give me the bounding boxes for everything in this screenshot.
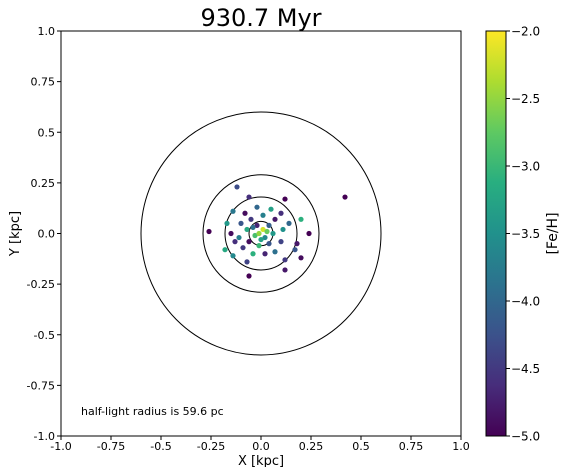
x-axis: -1.0 -0.75 -0.5 -0.25 0.0 0.25 0.5 0.75 1.0 bbox=[50, 436, 470, 453]
colorbar-tick-label: −3.5 bbox=[511, 227, 540, 241]
half-light-radius-annotation: half-light radius is 59.6 pc bbox=[81, 405, 224, 418]
radius-circle-2 bbox=[202, 174, 320, 293]
data-point bbox=[260, 212, 266, 218]
data-point bbox=[278, 239, 284, 245]
data-point bbox=[206, 228, 212, 235]
data-point bbox=[294, 241, 300, 247]
y-tick-label: -0.75 bbox=[27, 379, 55, 392]
colorbar-tick-label: −2.5 bbox=[511, 92, 540, 106]
data-point bbox=[256, 243, 262, 249]
colorbar-tick-label: −3.0 bbox=[511, 160, 540, 174]
data-point bbox=[298, 255, 304, 261]
data-point bbox=[250, 251, 256, 257]
y-axis: 1.0 0.75 0.5 0.25 0.0 -0.25 -0.5 -0.75 -1.0 bbox=[27, 25, 61, 443]
data-point bbox=[262, 251, 268, 257]
x-tick-label: 1.0 bbox=[452, 440, 470, 453]
x-tick-label: 0.0 bbox=[252, 440, 270, 453]
data-point bbox=[286, 220, 292, 226]
data-point bbox=[238, 220, 244, 226]
y-tick-label: -0.5 bbox=[34, 329, 55, 342]
data-point bbox=[258, 236, 264, 243]
y-tick-label: -0.25 bbox=[27, 278, 55, 291]
x-tick-label: 0.25 bbox=[299, 440, 324, 453]
data-point bbox=[252, 232, 258, 239]
data-point bbox=[250, 224, 256, 231]
data-points bbox=[206, 184, 348, 279]
data-point bbox=[254, 204, 260, 210]
colorbar-ticks: −2.0 −2.5 −3.0 −3.5 −4.0 −4.5 −5.0 bbox=[506, 25, 540, 444]
data-point bbox=[230, 253, 236, 259]
y-axis-label: Y [kpc] bbox=[8, 211, 23, 257]
data-point bbox=[246, 194, 252, 200]
data-point bbox=[278, 210, 284, 216]
data-point bbox=[232, 239, 238, 245]
data-point bbox=[254, 222, 260, 228]
colorbar-tick-label: −4.5 bbox=[511, 362, 540, 376]
data-point bbox=[292, 247, 298, 253]
colorbar-tick-label: −4.0 bbox=[511, 295, 540, 309]
data-point bbox=[282, 257, 288, 263]
x-tick-label: 0.75 bbox=[399, 440, 424, 453]
y-tick-label: 0.5 bbox=[38, 126, 56, 139]
data-point bbox=[268, 206, 274, 212]
y-tick-label: 0.25 bbox=[31, 177, 56, 190]
data-point bbox=[280, 226, 286, 233]
data-point bbox=[298, 216, 304, 222]
colorbar bbox=[485, 30, 507, 437]
radius-circle-3 bbox=[224, 196, 298, 271]
data-point bbox=[246, 273, 252, 279]
data-point bbox=[236, 234, 242, 241]
data-point bbox=[224, 220, 230, 226]
data-point bbox=[342, 194, 348, 200]
data-point bbox=[248, 216, 254, 222]
data-point bbox=[282, 196, 288, 202]
y-tick-label: -1.0 bbox=[34, 430, 55, 443]
data-point bbox=[244, 259, 250, 265]
data-point bbox=[246, 239, 252, 245]
data-point bbox=[264, 228, 270, 235]
data-point bbox=[256, 230, 262, 237]
data-point bbox=[222, 247, 228, 253]
data-point bbox=[242, 210, 248, 216]
data-point bbox=[266, 241, 272, 247]
x-axis-label: X [kpc] bbox=[238, 454, 284, 467]
x-tick-label: -0.25 bbox=[197, 440, 225, 453]
data-point bbox=[272, 216, 278, 222]
colorbar-tick-label: −5.0 bbox=[511, 430, 540, 444]
y-tick-label: 0.75 bbox=[31, 76, 56, 89]
x-tick-label: -1.0 bbox=[50, 440, 71, 453]
colorbar-tick-label: −2.0 bbox=[511, 25, 540, 39]
data-point bbox=[272, 249, 278, 255]
x-tick-label: -0.75 bbox=[97, 440, 125, 453]
colorbar-label: [Fe/H] bbox=[545, 212, 561, 254]
data-point bbox=[262, 234, 268, 241]
data-point bbox=[270, 230, 276, 237]
y-tick-label: 0.0 bbox=[38, 228, 56, 241]
y-tick-label: 1.0 bbox=[38, 25, 56, 38]
data-point bbox=[266, 222, 272, 228]
radius-circle-1 bbox=[140, 111, 382, 356]
data-point bbox=[260, 226, 266, 233]
data-point bbox=[306, 230, 312, 237]
data-point bbox=[282, 267, 288, 273]
data-point bbox=[240, 245, 246, 251]
data-point bbox=[234, 184, 240, 190]
data-point bbox=[244, 226, 250, 233]
x-tick-label: -0.5 bbox=[150, 440, 171, 453]
x-tick-label: 0.5 bbox=[352, 440, 370, 453]
data-point bbox=[228, 230, 234, 237]
data-point bbox=[230, 208, 236, 214]
chart-title: 930.7 Myr bbox=[200, 4, 321, 32]
